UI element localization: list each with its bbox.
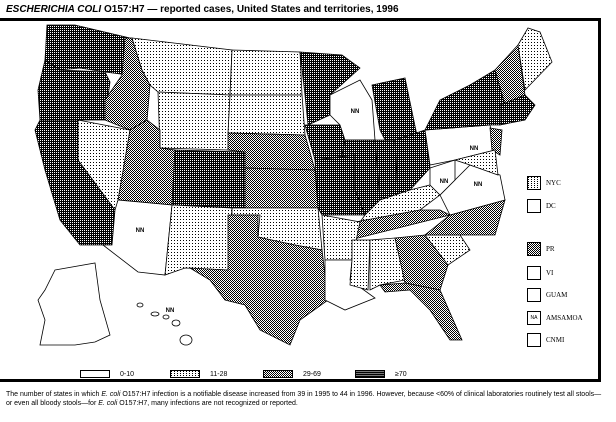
state-hi — [150, 311, 160, 317]
state-hi — [162, 314, 170, 320]
state-fl — [379, 282, 463, 341]
state-al — [369, 237, 406, 291]
state-sd — [227, 94, 306, 136]
map-frame — [0, 18, 600, 382]
legend-label: 0-10 — [120, 370, 135, 378]
nn-label-wv: NN — [440, 179, 449, 185]
territory-label: CNMI — [546, 336, 565, 344]
state-ms — [349, 239, 371, 291]
state-wv — [429, 159, 456, 196]
legend-swatch — [80, 370, 110, 378]
nn-label-va: NN — [474, 182, 483, 188]
state-ny — [424, 69, 506, 131]
territory-amsamoa: NA AMSAMOA — [527, 311, 583, 325]
state-me — [517, 27, 553, 91]
territory-label: DC — [546, 202, 556, 210]
territory-dc: DC — [527, 199, 556, 213]
state-nd — [229, 49, 303, 96]
footnote-text: E. coli — [101, 391, 121, 398]
territory-cnmi: CNMI — [527, 333, 564, 347]
nn-label-wi: NN — [351, 109, 360, 115]
legend-item-11-28: 11-28 — [170, 370, 227, 378]
nn-label-hi: NN — [166, 308, 175, 314]
legend-item-29-69: 29-69 — [263, 370, 321, 378]
nn-label-pa: NN — [470, 146, 479, 152]
state-wy — [157, 91, 231, 151]
territory-label: VI — [546, 269, 554, 277]
state-wa — [44, 24, 131, 76]
territory-guam: GUAM — [527, 288, 567, 302]
footnote-text: The number of states in which — [6, 391, 102, 398]
state-tx — [189, 214, 329, 346]
state-oh — [394, 129, 431, 196]
territory-swatch — [527, 176, 541, 190]
territory-label: NYC — [546, 179, 561, 187]
legend-label: ≥70 — [395, 370, 407, 378]
title-text: O157:H7 — reported cases, United States … — [101, 4, 399, 15]
state-hi — [171, 319, 181, 327]
territory-label: AMSAMOA — [546, 314, 583, 322]
territory-label: PR — [546, 245, 555, 253]
footnote: The number of states in which E. coli O1… — [6, 390, 606, 408]
title-organism: ESCHERICHIA COLI — [6, 4, 102, 15]
state-ga — [394, 234, 449, 291]
legend-item-70-plus: ≥70 — [355, 370, 407, 378]
state-hi — [179, 334, 193, 346]
territory-nyc: NYC — [527, 176, 561, 190]
territory-swatch — [527, 242, 541, 256]
territory-label: GUAM — [546, 291, 568, 299]
legend-swatch — [355, 370, 385, 378]
state-ak — [37, 262, 111, 346]
state-nm — [164, 204, 233, 276]
legend-swatch — [170, 370, 200, 378]
legend-label: 11-28 — [210, 370, 228, 378]
state-co — [171, 149, 246, 209]
territory-swatch — [527, 288, 541, 302]
territory-swatch — [527, 333, 541, 347]
nn-label-az: NN — [136, 228, 145, 234]
footnote-text: E. coli — [98, 400, 118, 407]
territory-pr: PR — [527, 242, 555, 256]
territory-swatch: NA — [527, 311, 541, 325]
map-title: ESCHERICHIA COLI O157:H7 — reported case… — [6, 4, 399, 15]
legend-label: 29-69 — [303, 370, 321, 378]
footnote-text: O157:H7 infection is a notifiable diseas… — [6, 391, 602, 407]
territory-vi: VI — [527, 266, 553, 280]
territory-swatch — [527, 266, 541, 280]
territory-swatch — [527, 199, 541, 213]
state-new_eng_s — [499, 94, 536, 126]
legend-item-0-10: 0-10 — [80, 370, 134, 378]
state-nj — [489, 127, 503, 156]
state-mdde — [453, 149, 499, 176]
territory-divider — [598, 18, 601, 382]
footnote-text: O157:H7, many infections are not recogni… — [117, 400, 298, 407]
state-ks — [244, 167, 319, 209]
legend-swatch — [263, 370, 293, 378]
state-hi — [136, 302, 144, 308]
